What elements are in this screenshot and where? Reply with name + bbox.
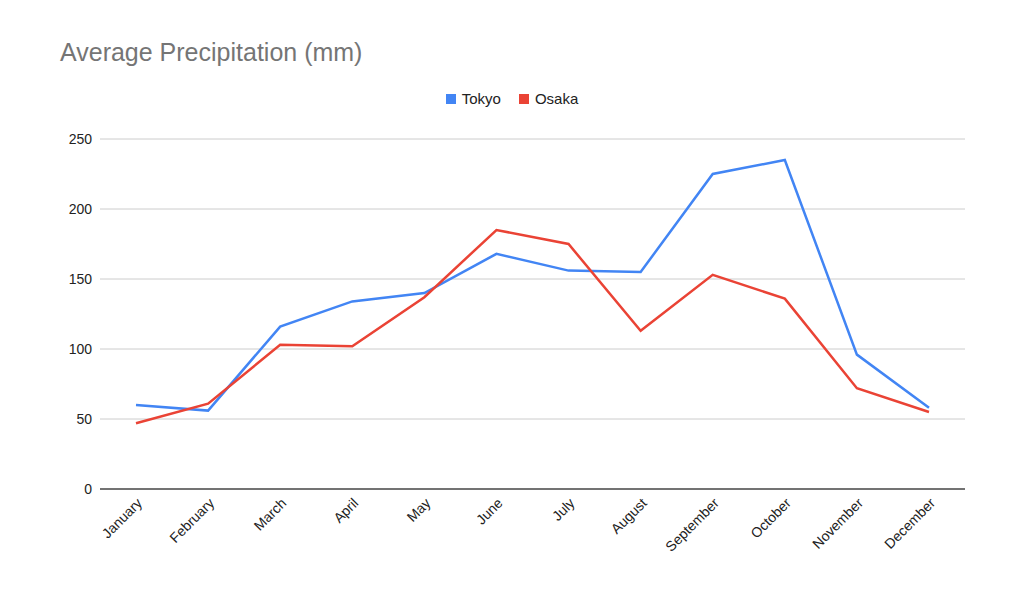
html-text:Osaka: Osaka — [534, 90, 579, 107]
html-text:Tokyo: Tokyo — [461, 90, 501, 107]
svg-text:April: April — [330, 495, 361, 526]
svg-text:February: February — [166, 495, 217, 546]
svg-text:December: December — [881, 495, 938, 552]
svg-text:July: July — [549, 495, 578, 524]
svg-text:200: 200 — [69, 201, 93, 217]
svg-text:August: August — [608, 495, 650, 537]
svg-text:June: June — [473, 495, 506, 528]
svg-text:May: May — [403, 495, 433, 525]
svg-text:November: November — [809, 495, 866, 552]
svg-text:October: October — [747, 495, 794, 542]
svg-text:250: 250 — [69, 131, 93, 147]
svg-text:150: 150 — [69, 271, 93, 287]
svg-text:50: 50 — [76, 411, 92, 427]
html-text:Average Precipitation (mm): Average Precipitation (mm) — [60, 38, 363, 66]
svg-text:September: September — [662, 495, 722, 555]
svg-text:March: March — [251, 495, 290, 534]
svg-text:January: January — [99, 495, 146, 542]
svg-text:0: 0 — [84, 481, 92, 497]
svg-text:100: 100 — [69, 341, 93, 357]
